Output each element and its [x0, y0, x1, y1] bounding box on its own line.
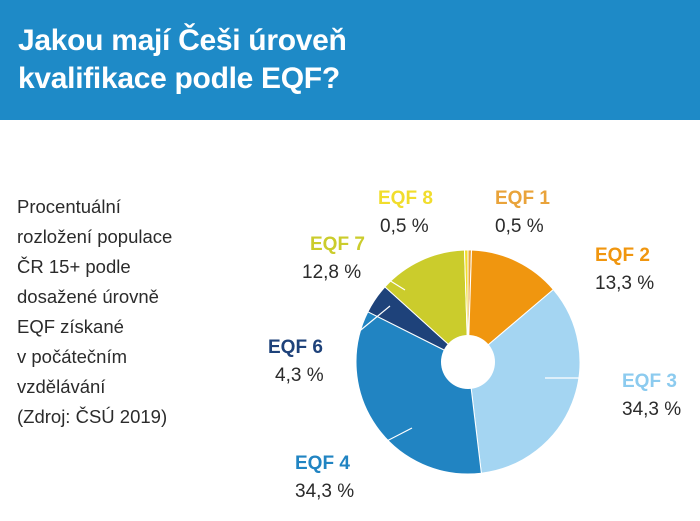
- slice-label-value: 4,3 %: [275, 365, 324, 386]
- page-title-line-1: Jakou mají Češi úroveň: [18, 24, 347, 57]
- slice-label-value: 12,8 %: [302, 262, 361, 283]
- description-line: vzdělávání: [17, 376, 106, 397]
- chart-leader-lines: [344, 185, 615, 461]
- chart-labels: EQF 1 0,5 % EQF 2 13,3 % EQF 3 34,3 % EQF 4 34,…: [268, 188, 681, 502]
- leader-line: [349, 427, 413, 461]
- leader-line: [359, 261, 406, 291]
- description-line: Procentuální: [17, 196, 121, 217]
- pie-slice-eqf-8: [463, 249, 469, 363]
- slice-label-name: EQF 1: [495, 188, 550, 209]
- slice-label-name: EQF 8: [378, 188, 433, 209]
- description-line: dosažené úrovně: [17, 286, 159, 307]
- chart-description: Procentuální rozložení populace ČR 15+ p…: [17, 192, 237, 432]
- page-title-line-2: kvalifikace podle EQF?: [18, 62, 340, 95]
- description-line: v počátečním: [17, 346, 128, 367]
- slice-label-value: 0,5 %: [380, 216, 429, 237]
- pie-slice-eqf-2: [467, 249, 555, 364]
- slice-label-name: EQF 7: [310, 234, 365, 255]
- slice-label-value: 13,3 %: [595, 273, 654, 294]
- pie-slice-eqf-3: [467, 288, 581, 474]
- leader-line: [547, 244, 591, 283]
- slice-label-value: 0,5 %: [495, 216, 544, 237]
- description-line: ČR 15+ podle: [17, 256, 131, 277]
- slice-label-name: EQF 6: [268, 337, 323, 358]
- slice-label-value: 34,3 %: [295, 481, 354, 502]
- chart-slices: [355, 249, 581, 475]
- description-line: EQF získané: [17, 316, 124, 337]
- description-line: rozložení populace: [17, 226, 173, 247]
- header-banner: Jakou mají Češi úroveň kvalifikace podle…: [0, 0, 700, 120]
- slice-label-value: 34,3 %: [622, 399, 681, 420]
- leader-line: [344, 305, 391, 344]
- slice-label-name: EQF 3: [622, 371, 677, 392]
- pie-slice-eqf-7: [384, 249, 469, 364]
- pie-slice-eqf-4: [355, 311, 482, 475]
- slice-label-name: EQF 2: [595, 245, 650, 266]
- donut-hole: [441, 335, 495, 389]
- leader-line: [464, 185, 467, 249]
- description-line: (Zdroj: ČSÚ 2019): [17, 406, 168, 427]
- leader-line: [469, 185, 483, 249]
- slice-label-name: EQF 4: [295, 453, 350, 474]
